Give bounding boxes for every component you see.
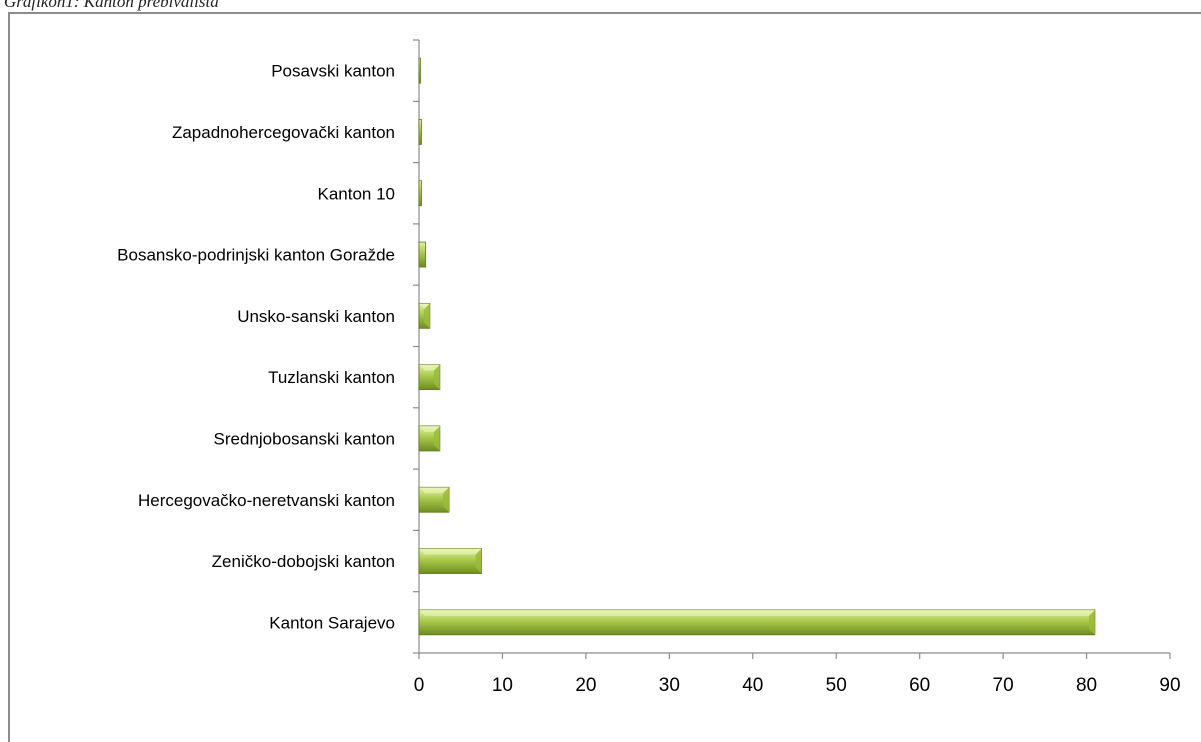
bar-bevel-top bbox=[419, 364, 440, 371]
bar bbox=[418, 302, 431, 329]
bar-bevel-top bbox=[419, 609, 1095, 616]
bar-bevel-right bbox=[443, 487, 450, 513]
bar bbox=[418, 486, 450, 513]
x-tick-label: 60 bbox=[909, 675, 930, 696]
x-tick-label: 30 bbox=[659, 675, 680, 696]
bar bbox=[418, 548, 482, 574]
bar bbox=[418, 364, 441, 391]
bar-bevel-top bbox=[419, 303, 430, 310]
bar bbox=[418, 119, 422, 145]
bar-rect bbox=[418, 119, 422, 145]
bar bbox=[418, 241, 427, 268]
category-label: Tuzlanski kanton bbox=[268, 368, 395, 387]
x-tick-label: 90 bbox=[1159, 675, 1180, 696]
bar-bevel-right bbox=[433, 425, 440, 451]
bar-rect bbox=[418, 57, 421, 84]
x-tick-label: 0 bbox=[414, 675, 425, 696]
chart-caption: Grafikon1: Kanton prebivališta bbox=[4, 0, 219, 11]
x-tick-label: 50 bbox=[826, 675, 847, 696]
bar-bevel-top bbox=[419, 425, 440, 432]
x-tick-label: 80 bbox=[1076, 675, 1097, 696]
category-label: Kanton 10 bbox=[317, 184, 395, 203]
category-label: Srednjobosanski kanton bbox=[214, 429, 395, 448]
bar-rect bbox=[418, 180, 422, 207]
x-tick-label: 10 bbox=[492, 675, 513, 696]
category-label: Hercegovačko-neretvanski kanton bbox=[138, 491, 395, 510]
chart-bars bbox=[418, 57, 1096, 636]
bar-bevel-right bbox=[423, 303, 430, 329]
x-tick-label: 40 bbox=[742, 675, 763, 696]
chart-axes bbox=[413, 39, 1171, 659]
chart-tick-labels: 0 10 20 30 40 50 60 70 80 90 bbox=[414, 675, 1181, 696]
category-label: Unsko-sanski kanton bbox=[237, 307, 395, 326]
bar bbox=[418, 425, 441, 452]
category-label: Zapadnohercegovački kanton bbox=[172, 123, 395, 142]
bar bbox=[418, 180, 422, 207]
x-tick-label: 20 bbox=[575, 675, 596, 696]
bar-bevel-top bbox=[419, 487, 450, 494]
bar bbox=[418, 609, 1096, 636]
bar bbox=[418, 57, 421, 84]
category-label: Posavski kanton bbox=[271, 62, 395, 81]
bar-rect bbox=[418, 241, 427, 268]
bar-bevel-right bbox=[475, 548, 482, 574]
chart-category-labels: Kanton Sarajevo Zeničko-dobojski kanton He… bbox=[117, 62, 395, 633]
category-label: Zeničko-dobojski kanton bbox=[212, 552, 395, 571]
category-label: Kanton Sarajevo bbox=[269, 613, 395, 632]
bar-bevel-right bbox=[1088, 609, 1095, 635]
x-tick-label: 70 bbox=[993, 675, 1014, 696]
bar-bevel-right bbox=[433, 364, 440, 390]
bar-bevel-top bbox=[419, 548, 482, 555]
category-label: Bosansko-podrinjski kanton Goražde bbox=[117, 246, 395, 265]
